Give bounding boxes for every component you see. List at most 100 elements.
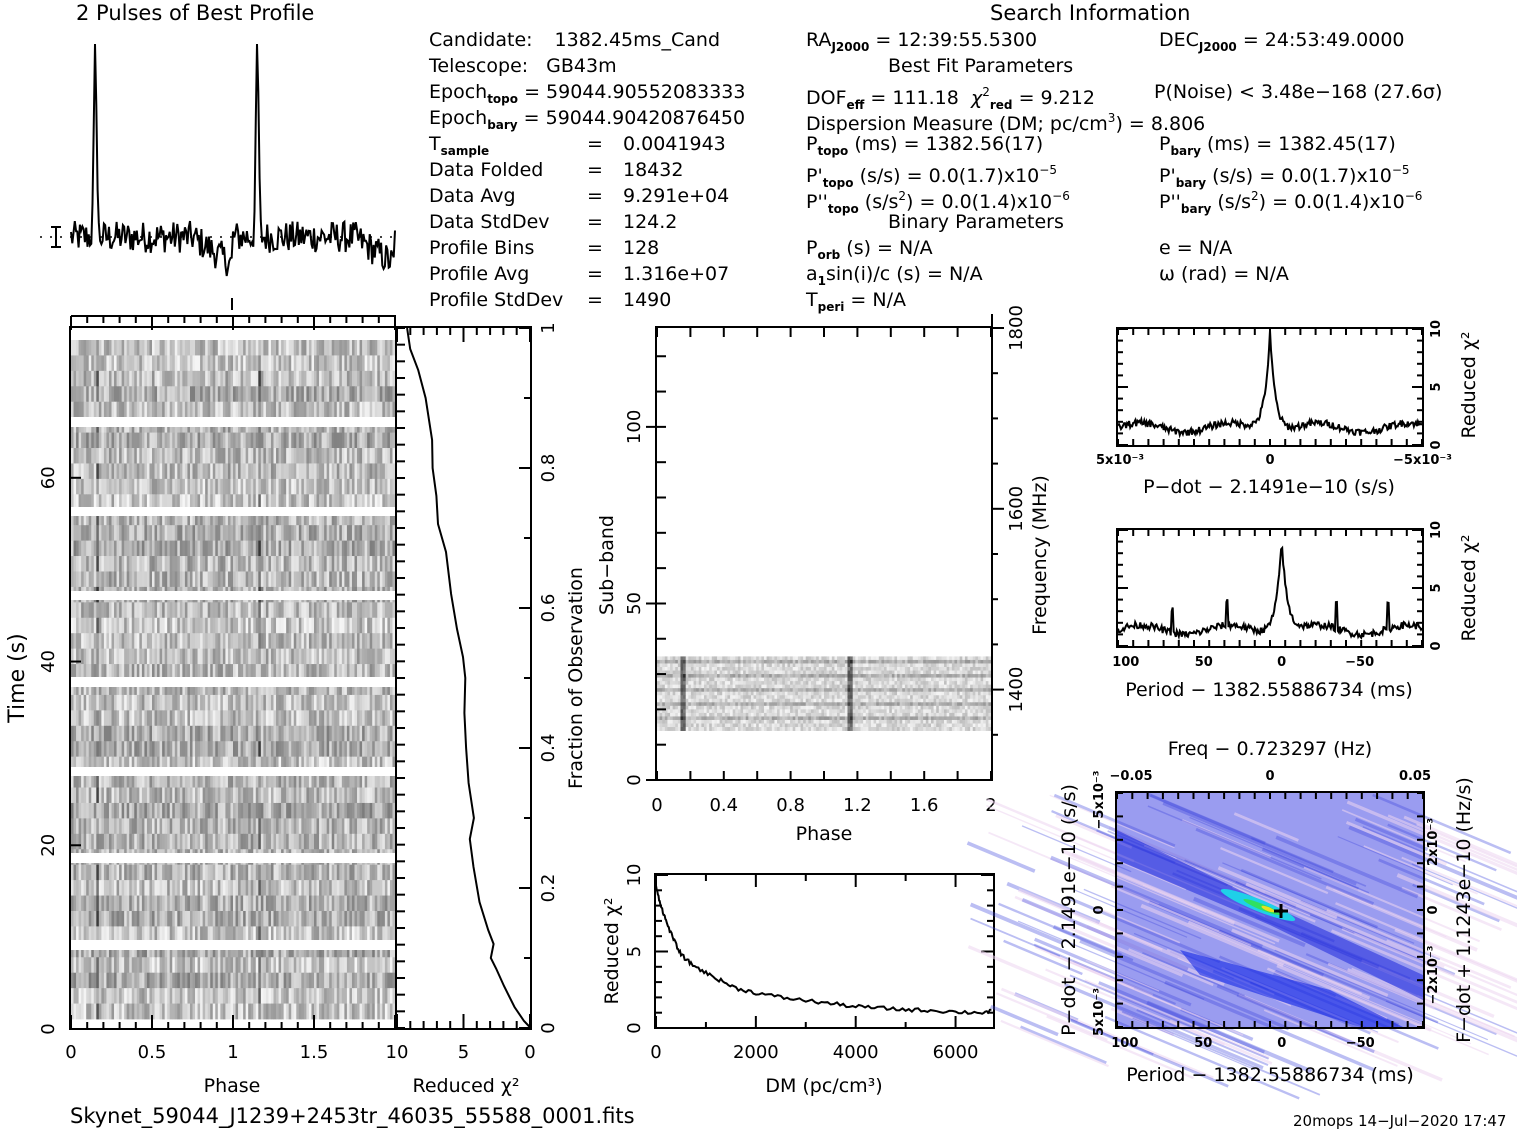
pixel	[276, 463, 279, 480]
pixel	[126, 818, 130, 835]
pixel	[255, 633, 259, 650]
pixel	[121, 370, 125, 387]
pixel	[103, 370, 107, 387]
pixel	[359, 633, 363, 650]
pixel	[121, 926, 125, 943]
pixel	[222, 772, 226, 788]
pixel	[339, 818, 343, 835]
pixel	[270, 725, 274, 742]
dec-label: DEC	[1159, 29, 1199, 51]
pixel	[293, 664, 297, 680]
pixel	[336, 370, 340, 387]
pixel	[215, 386, 219, 403]
pixel	[126, 540, 130, 557]
pixel	[174, 633, 178, 650]
pixel	[379, 895, 383, 912]
pixel	[121, 494, 125, 511]
pixel	[189, 818, 193, 835]
pixel	[164, 525, 168, 542]
pixel	[205, 648, 209, 665]
pixel	[255, 694, 259, 711]
pixel	[197, 571, 201, 588]
pixel	[336, 386, 340, 403]
pixel	[182, 432, 186, 449]
pixel	[162, 880, 166, 896]
pixel	[71, 386, 74, 403]
pixel	[106, 602, 110, 619]
pixel	[86, 571, 90, 588]
pixel	[162, 478, 166, 495]
pixel	[276, 478, 279, 495]
pixel	[369, 895, 373, 912]
pixel	[179, 772, 183, 788]
pixel	[182, 340, 186, 356]
pixel	[351, 355, 355, 372]
pixel	[121, 509, 125, 526]
pixel	[98, 725, 102, 742]
pixel	[103, 864, 107, 881]
pixel	[324, 494, 328, 511]
pixel	[227, 633, 231, 650]
pixel	[283, 664, 287, 680]
pixel	[303, 787, 307, 804]
pixel	[225, 463, 229, 480]
pixel	[217, 633, 221, 650]
pixel	[286, 617, 290, 634]
dof-sub: eff	[846, 98, 865, 112]
pixel	[129, 694, 133, 711]
pixel	[114, 509, 117, 526]
pixel	[139, 926, 143, 943]
pixel	[377, 432, 381, 449]
pixel	[324, 602, 328, 619]
pixel	[243, 880, 247, 896]
pixel	[215, 679, 219, 696]
pixel	[273, 386, 277, 403]
pixel	[222, 710, 226, 727]
pixel	[139, 880, 143, 896]
pixel	[184, 602, 188, 619]
pixel	[184, 694, 188, 711]
pixel	[286, 432, 290, 449]
pixel	[207, 772, 211, 788]
pixel	[308, 340, 312, 356]
pixel	[276, 895, 279, 912]
pixel	[245, 772, 249, 788]
pixel	[308, 648, 312, 665]
pixel	[268, 802, 272, 819]
pixel	[382, 556, 386, 572]
pixel	[387, 772, 391, 788]
pixel	[114, 664, 117, 680]
pixel	[354, 602, 358, 619]
pixel	[164, 571, 168, 588]
pixel	[121, 448, 125, 464]
pixel	[119, 725, 123, 742]
pixel	[389, 602, 393, 619]
pixel	[293, 355, 297, 372]
pixel	[187, 340, 191, 356]
pixel	[179, 910, 183, 927]
pixel	[349, 355, 353, 372]
pixel	[149, 772, 153, 788]
pixel	[384, 787, 388, 804]
pixel	[250, 741, 254, 758]
pixel	[131, 633, 135, 650]
pixel	[205, 679, 209, 696]
pixel	[93, 525, 97, 542]
pixel	[101, 602, 105, 619]
pixel	[119, 833, 123, 850]
pixel	[235, 448, 239, 464]
pixel	[384, 370, 388, 387]
pixel	[392, 401, 396, 418]
pixel	[276, 648, 279, 665]
pixel	[177, 617, 181, 634]
pixel	[212, 602, 216, 619]
pixel	[377, 386, 381, 403]
pixel	[248, 802, 252, 819]
pixel	[268, 509, 272, 526]
pixel	[215, 741, 219, 758]
pixel	[131, 710, 135, 727]
pixel	[179, 370, 183, 387]
pixel	[357, 741, 360, 758]
pixel	[93, 448, 97, 464]
pixel	[76, 633, 79, 650]
